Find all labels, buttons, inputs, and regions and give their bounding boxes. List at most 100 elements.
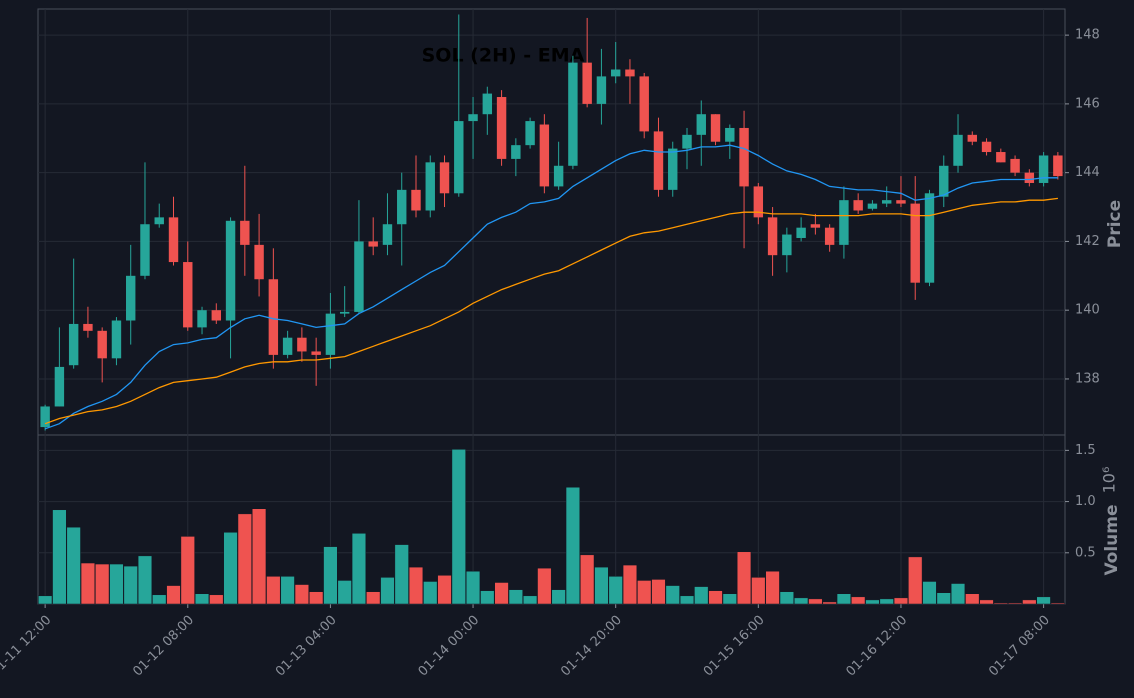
x-tick-label: 01-14 20:00 xyxy=(558,613,625,680)
volume-bar xyxy=(408,566,424,605)
candle-body xyxy=(881,200,892,204)
price-panel xyxy=(37,8,1066,436)
candle-body xyxy=(54,366,65,407)
volume-bar xyxy=(451,449,466,605)
candle-body xyxy=(867,203,878,209)
volume-bar xyxy=(779,591,794,605)
volume-bar xyxy=(651,579,666,605)
candle-body xyxy=(739,127,749,187)
candle-body xyxy=(924,193,935,283)
volume-axis-label: Volume xyxy=(1102,504,1122,575)
candle-body xyxy=(454,121,464,194)
volume-bar xyxy=(294,584,309,605)
volume-bar xyxy=(950,583,966,605)
candle-body xyxy=(939,165,949,197)
candle-body xyxy=(782,234,792,256)
candle-body xyxy=(496,97,507,159)
candle-body xyxy=(297,337,307,352)
candle-body xyxy=(382,224,393,245)
candle-body xyxy=(767,217,778,256)
volume-bar xyxy=(366,591,381,605)
candle-body xyxy=(439,162,450,194)
volume-bar xyxy=(922,581,937,605)
volume-bar xyxy=(266,576,281,605)
volume-bar xyxy=(936,592,951,605)
candle-body xyxy=(40,406,50,428)
x-tick-label: 01-12 08:00 xyxy=(130,613,197,680)
candle-body xyxy=(140,224,150,276)
volume-bar xyxy=(722,593,737,605)
candle-body xyxy=(368,241,378,247)
candle-body xyxy=(810,224,821,228)
candle-body xyxy=(582,62,592,104)
candle-body xyxy=(996,152,1006,163)
volume-bar xyxy=(437,575,452,605)
candle-body xyxy=(97,330,107,359)
candle-body xyxy=(596,76,607,104)
y-tick-label: 138 xyxy=(1075,371,1100,386)
candle-body xyxy=(339,311,350,314)
volume-bar xyxy=(851,596,866,605)
volume-bar xyxy=(180,536,195,605)
x-tick-label: 01-11 12:00 xyxy=(0,613,54,680)
volume-panel xyxy=(37,434,1066,605)
x-tick-label: 01-15 16:00 xyxy=(701,613,768,680)
volume-bar xyxy=(223,532,238,605)
candle-body xyxy=(197,310,207,328)
ema-line xyxy=(44,197,1058,425)
candle-body xyxy=(839,200,849,245)
candle-body xyxy=(796,227,806,238)
candle-body xyxy=(482,93,493,115)
volume-bar xyxy=(622,564,638,605)
y-tick-label: 140 xyxy=(1075,303,1100,318)
volume-bar xyxy=(694,586,709,605)
volume-bar xyxy=(494,582,509,605)
volume-bar xyxy=(808,598,823,605)
candle-body xyxy=(967,134,977,142)
candle-body xyxy=(753,186,764,218)
volume-bar xyxy=(794,597,809,605)
candle-body xyxy=(668,148,678,190)
candle-body xyxy=(1038,155,1049,183)
volume-bar xyxy=(865,599,880,605)
volume-bar xyxy=(1036,596,1051,605)
candle-body xyxy=(325,313,336,355)
candle-body xyxy=(896,200,906,204)
candle-body xyxy=(1010,158,1020,173)
volume-bar xyxy=(209,594,224,605)
volume-bar xyxy=(480,590,495,605)
candle-body xyxy=(111,320,122,359)
candle-body xyxy=(539,124,550,187)
volume-bar xyxy=(280,576,295,605)
y-tick-label: 142 xyxy=(1075,234,1100,249)
candle-body xyxy=(240,220,250,245)
volume-bar xyxy=(637,580,652,605)
ema-line xyxy=(44,144,1058,430)
volume-bar xyxy=(765,570,780,605)
candle-body xyxy=(824,227,835,245)
volume-bar xyxy=(251,508,267,605)
candle-body xyxy=(653,131,664,190)
candle-body xyxy=(397,189,407,225)
candle-body xyxy=(568,62,578,166)
volume-bar xyxy=(836,593,852,605)
candle-body xyxy=(682,134,692,149)
candle-body xyxy=(254,244,264,280)
chart-title: SOL (2H) - EMA xyxy=(422,45,585,67)
candle-body xyxy=(725,127,735,142)
candle-body xyxy=(68,323,79,366)
volume-bar xyxy=(965,593,980,605)
y-tick-label: 148 xyxy=(1075,28,1100,43)
x-tick-label: 01-16 12:00 xyxy=(844,613,911,680)
volume-bar xyxy=(537,567,552,605)
x-tick-label: 01-13 04:00 xyxy=(273,613,340,680)
candle-body xyxy=(311,351,321,355)
y-tick-label: 0.5 xyxy=(1075,545,1096,560)
volume-bar xyxy=(879,598,894,605)
y-tick-label: 144 xyxy=(1075,165,1100,180)
candle-body xyxy=(282,337,293,355)
volume-bar xyxy=(237,513,252,605)
volume-bar xyxy=(1007,602,1023,605)
volume-bar xyxy=(893,597,909,605)
x-tick-label: 01-17 08:00 xyxy=(986,613,1053,680)
